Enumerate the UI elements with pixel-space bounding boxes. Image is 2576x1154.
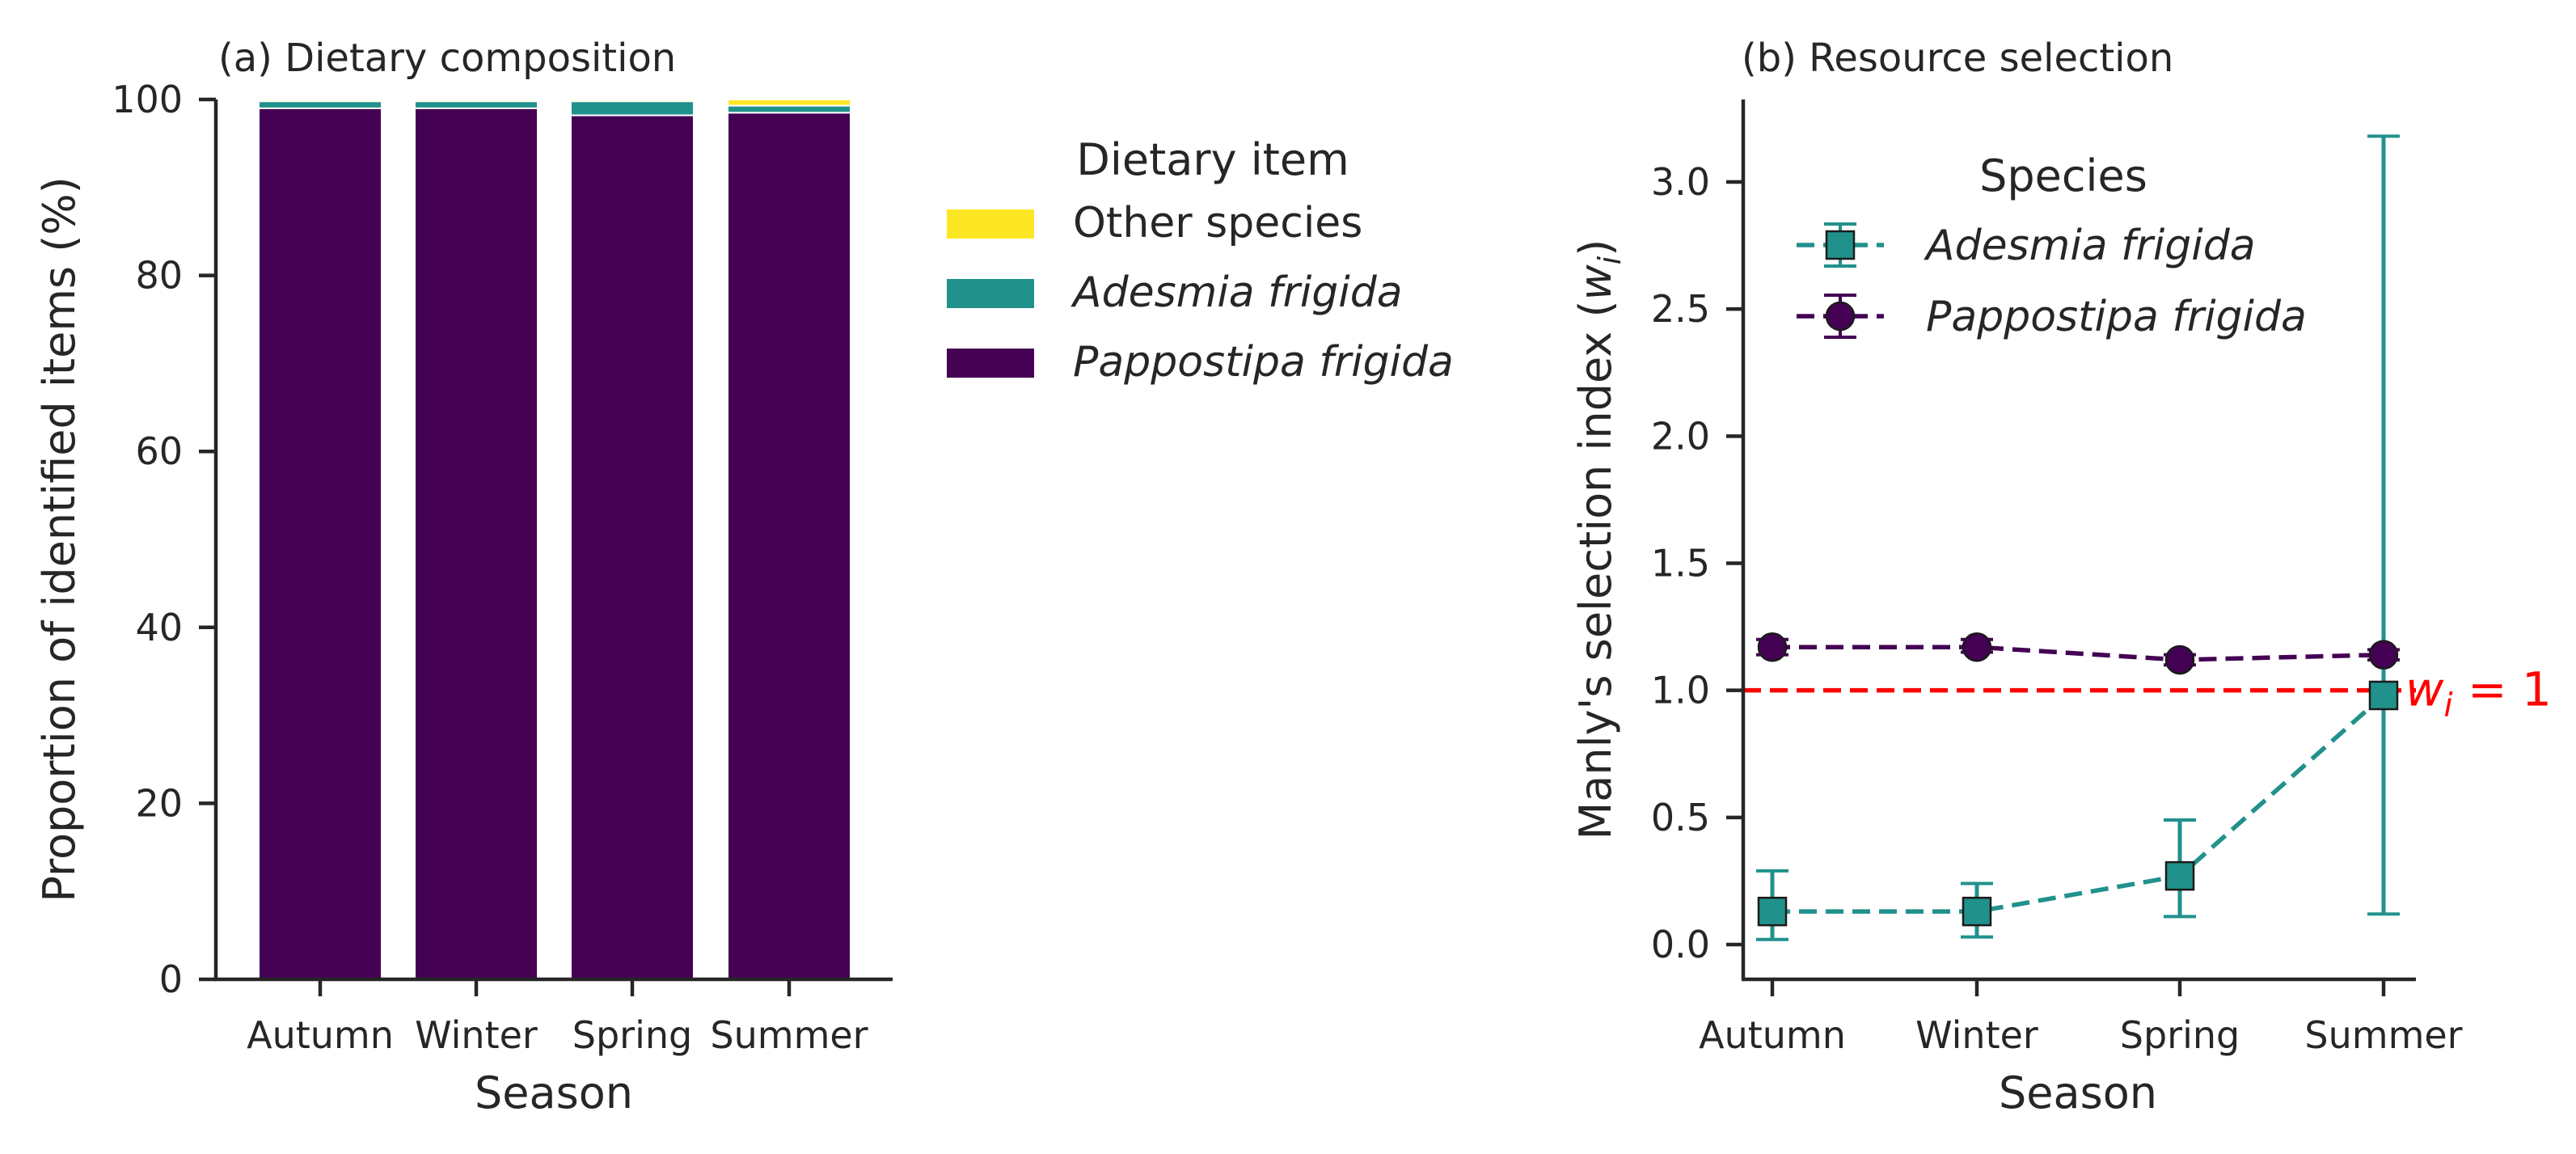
marker-adesmia-frigida-summer: [2368, 680, 2399, 711]
y-tick-label-1-0: 1.0: [1651, 669, 1710, 712]
legend-marker-pappostipa-frigida: [1825, 301, 1856, 332]
legend-label-adesmia-frigida: Adesmia frigida: [1071, 268, 1403, 317]
panel-b-reference-line: wi = 1: [1743, 662, 2552, 725]
panel-b-y-label: Manly's selection index (wi): [1570, 239, 1628, 840]
marker-pappostipa-frigida-spring: [2164, 645, 2195, 675]
bar-summer-pappostipa-frigida: [727, 112, 851, 981]
panel-a-legend-title: Dietary item: [1076, 134, 1349, 185]
x-tick-label-spring: Spring: [572, 1013, 692, 1057]
bar-spring-other-species: [570, 99, 695, 103]
legend-marker-adesmia-frigida: [1825, 230, 1856, 260]
legend-item-pappostipa-frigida: Pappostipa frigida: [1797, 293, 2307, 341]
panel-b-resource-selection: (b) Resource selection wi = 1 0.0 0.5 1.0 1…: [1570, 36, 2552, 1118]
x-tick-label-summer: Summer: [2304, 1013, 2462, 1057]
marker-pappostipa-frigida-winter: [1962, 632, 1992, 662]
x-tick-label-winter: Winter: [415, 1013, 538, 1057]
panel-a-bars: [258, 99, 851, 981]
panel-b-series: [1756, 134, 2400, 941]
line-adesmia-frigida: [1772, 693, 2385, 914]
legend-swatch-pappostipa-frigida: [947, 349, 1034, 378]
marker-pappostipa-frigida-summer: [2368, 640, 2399, 670]
bar-winter-other-species: [414, 99, 538, 103]
bar-summer-other-species: [727, 99, 851, 107]
y-tick-label-2-0: 2.0: [1651, 414, 1710, 458]
marker-adesmia-frigida-autumn: [1757, 896, 1788, 927]
legend-label-pappostipa-frigida: Pappostipa frigida: [1073, 338, 1454, 387]
y-tick-label-20: 20: [135, 781, 183, 825]
marker-adesmia-frigida-winter: [1962, 896, 1992, 927]
errorbar-adesmia-frigida-summer: [2367, 134, 2400, 916]
y-tick-label-0: 0: [159, 957, 183, 1001]
panel-a-y-ticks: 0 20 40 60 80 100: [112, 78, 216, 1001]
y-tick-label-0-0: 0.0: [1651, 923, 1710, 966]
bar-spring-adesmia-frigida: [570, 100, 695, 116]
bar-winter-adesmia-frigida: [414, 100, 538, 109]
panel-a-x-ticks: Autumn Winter Spring Summer: [247, 979, 868, 1057]
panel-a-y-label: Proportion of identified items (%): [34, 176, 85, 902]
x-tick-label-summer: Summer: [710, 1013, 868, 1057]
x-tick-label-autumn: Autumn: [1699, 1013, 1846, 1057]
panel-b-x-label: Season: [1999, 1067, 2157, 1118]
panel-b-x-ticks: Autumn Winter Spring Summer: [1699, 979, 2463, 1057]
bar-autumn-adesmia-frigida: [258, 100, 382, 109]
bar-autumn-pappostipa-frigida: [258, 107, 382, 980]
marker-adesmia-frigida-spring: [2164, 860, 2195, 891]
bar-summer-adesmia-frigida: [727, 104, 851, 114]
legend-swatch-adesmia-frigida: [947, 279, 1034, 308]
series-adesmia-frigida: [1756, 134, 2400, 941]
panel-a-dietary-composition: (a) Dietary composition 0 20 40 60 80 100 Aut…: [34, 36, 1454, 1118]
legend-label-pappostipa-frigida: Pappostipa frigida: [1926, 293, 2307, 341]
panel-b-y-ticks: 0.0 0.5 1.0 1.5 2.0 2.5 3.0: [1651, 160, 1743, 966]
line-pappostipa-frigida: [1772, 645, 2384, 662]
y-tick-label-80: 80: [135, 254, 183, 298]
panel-a-title: (a) Dietary composition: [218, 36, 676, 81]
legend-label-other-species: Other species: [1073, 199, 1362, 247]
bar-spring-pappostipa-frigida: [570, 114, 695, 981]
y-tick-label-3-0: 3.0: [1651, 160, 1710, 204]
reference-line-label: wi = 1: [2405, 662, 2552, 725]
panel-b-title: (b) Resource selection: [1742, 36, 2173, 81]
bar-autumn-other-species: [258, 99, 382, 103]
panel-b-legend: Species Adesmia frigida Pappostipa frigid…: [1797, 150, 2307, 341]
y-tick-label-100: 100: [112, 78, 183, 121]
series-pappostipa-frigida: [1756, 632, 2400, 675]
x-tick-label-autumn: Autumn: [247, 1013, 394, 1057]
x-tick-label-winter: Winter: [1915, 1013, 2038, 1057]
x-tick-label-spring: Spring: [2120, 1013, 2240, 1057]
panel-a-legend: Dietary item Other species Adesmia frigid…: [947, 134, 1454, 387]
marker-pappostipa-frigida-autumn: [1757, 632, 1788, 662]
legend-label-adesmia-frigida: Adesmia frigida: [1924, 222, 2256, 270]
panel-a-x-label: Season: [475, 1067, 633, 1118]
y-tick-label-1-5: 1.5: [1651, 542, 1710, 585]
bar-winter-pappostipa-frigida: [414, 107, 538, 980]
legend-swatch-other-species: [947, 209, 1034, 239]
y-tick-label-2-5: 2.5: [1651, 287, 1710, 331]
y-tick-label-40: 40: [135, 606, 183, 649]
panel-b-legend-title: Species: [1979, 150, 2147, 201]
y-tick-label-60: 60: [135, 429, 183, 473]
legend-item-adesmia-frigida: Adesmia frigida: [1797, 222, 2256, 270]
y-tick-label-0-5: 0.5: [1651, 796, 1710, 839]
